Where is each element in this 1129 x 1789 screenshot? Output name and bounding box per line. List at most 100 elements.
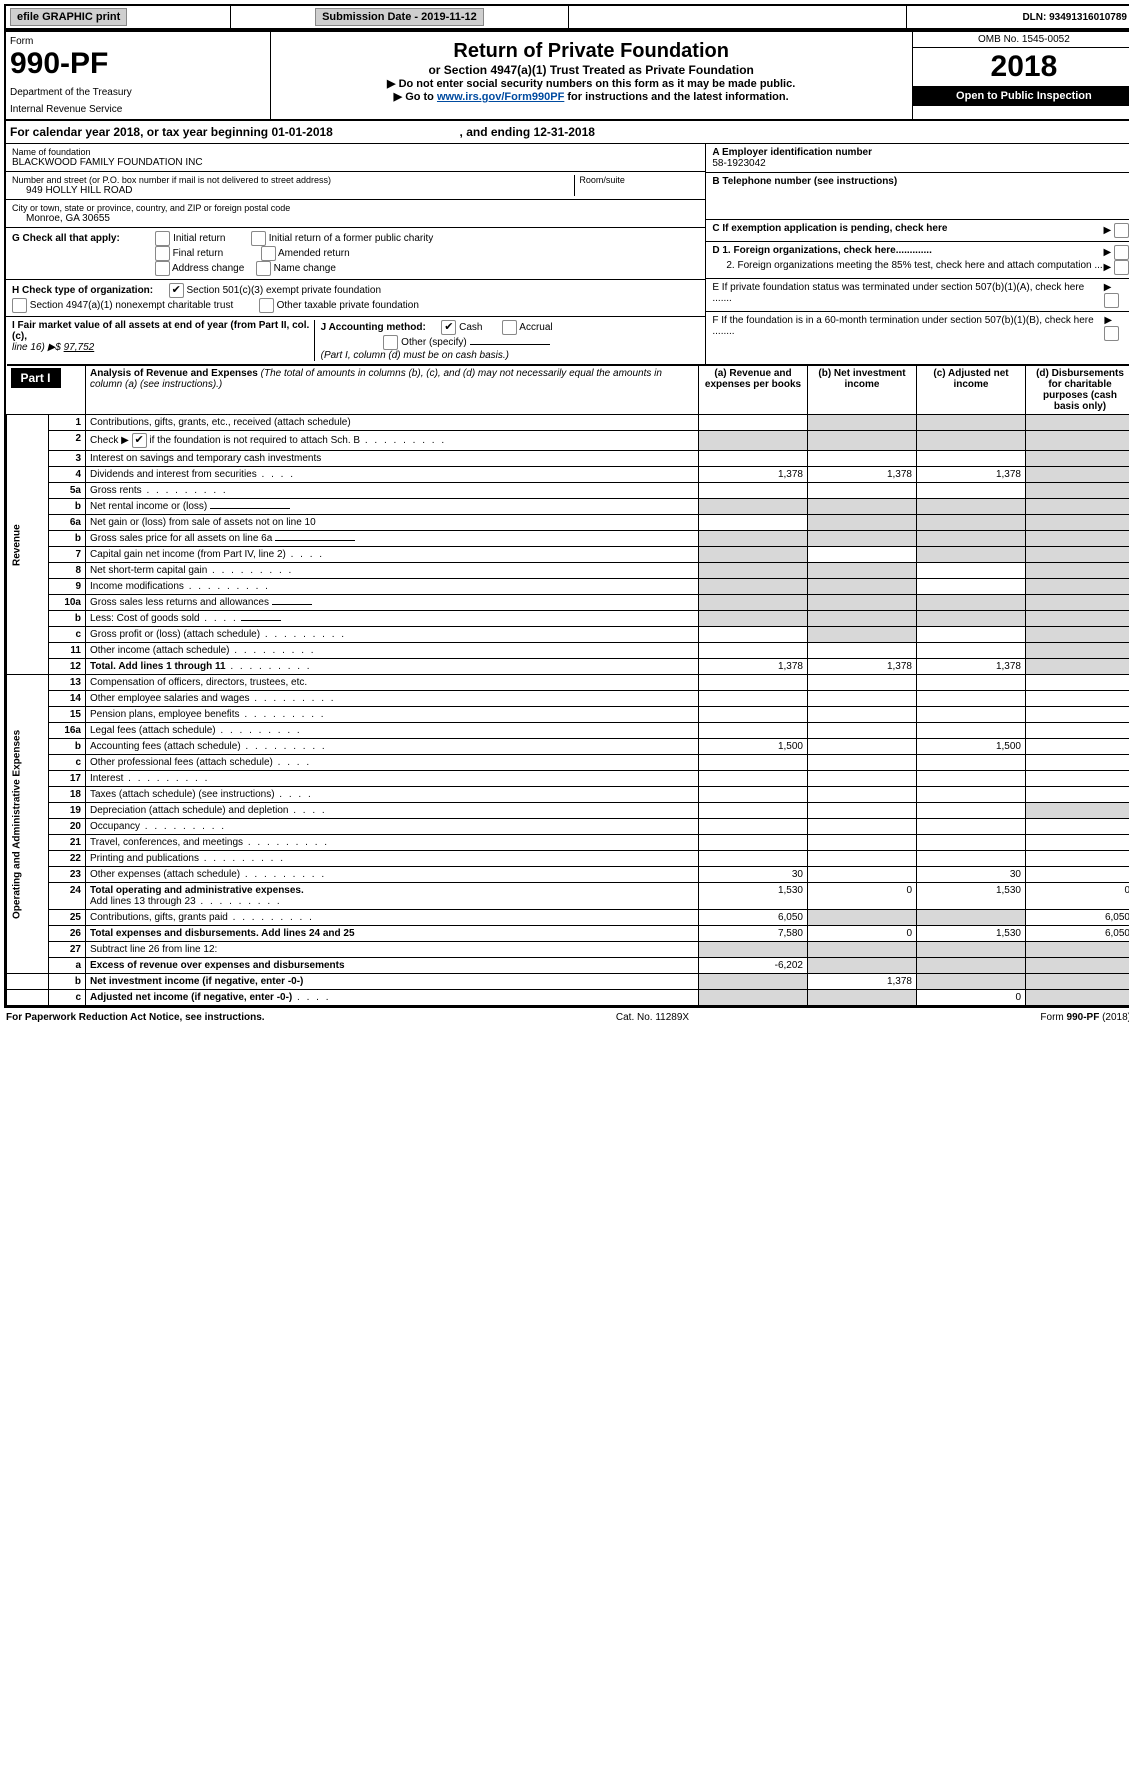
r2-desc: Check ▶ bbox=[90, 435, 129, 446]
cb-cash[interactable] bbox=[441, 320, 456, 335]
tel-label: B Telephone number (see instructions) bbox=[712, 176, 897, 187]
r25-num: 25 bbox=[49, 910, 86, 926]
g5: Address change bbox=[172, 263, 244, 274]
d1-label: D 1. Foreign organizations, check here..… bbox=[712, 245, 932, 256]
r6a-num: 6a bbox=[49, 515, 86, 531]
g6: Name change bbox=[274, 263, 336, 274]
r10c-num: c bbox=[49, 627, 86, 643]
cb-address-change[interactable] bbox=[155, 261, 170, 276]
cb-no-schb[interactable] bbox=[132, 433, 147, 448]
r21-num: 21 bbox=[49, 835, 86, 851]
cb-other-taxable[interactable] bbox=[259, 298, 274, 313]
footer-mid: Cat. No. 11289X bbox=[616, 1012, 689, 1023]
cb-4947[interactable] bbox=[12, 298, 27, 313]
g3: Final return bbox=[173, 248, 224, 259]
cb-initial-former[interactable] bbox=[251, 231, 266, 246]
r19-desc: Depreciation (attach schedule) and deple… bbox=[90, 805, 288, 816]
g4: Amended return bbox=[278, 248, 350, 259]
r18-num: 18 bbox=[49, 787, 86, 803]
expenses-side-label: Operating and Administrative Expenses bbox=[7, 675, 49, 974]
cb-accrual[interactable] bbox=[502, 320, 517, 335]
cal-end: 12-31-2018 bbox=[534, 125, 595, 139]
form-number: 990-PF bbox=[10, 47, 266, 81]
part-i-table: Part I Analysis of Revenue and Expenses … bbox=[6, 364, 1129, 1006]
r16b-c: 1,500 bbox=[917, 739, 1026, 755]
cb-exemption-pending[interactable] bbox=[1114, 223, 1129, 238]
footer-right: Form 990-PF (2018) bbox=[1040, 1012, 1129, 1023]
r22-desc: Printing and publications bbox=[90, 853, 199, 864]
r16b-desc: Accounting fees (attach schedule) bbox=[90, 741, 241, 752]
cb-terminated[interactable] bbox=[1104, 293, 1119, 308]
cb-501c3[interactable] bbox=[169, 283, 184, 298]
r24-num: 24 bbox=[49, 883, 86, 910]
r6b-num: b bbox=[49, 531, 86, 547]
h2: Section 4947(a)(1) nonexempt charitable … bbox=[30, 300, 233, 311]
cb-other-method[interactable] bbox=[383, 335, 398, 350]
e-label: E If private foundation status was termi… bbox=[712, 282, 1103, 304]
r18-desc: Taxes (attach schedule) (see instruction… bbox=[90, 789, 275, 800]
addr-label: Number and street (or P.O. box number if… bbox=[12, 175, 574, 185]
r6b-desc: Gross sales price for all assets on line… bbox=[90, 533, 272, 544]
name-label: Name of foundation bbox=[12, 147, 699, 157]
dept-2: Internal Revenue Service bbox=[10, 104, 266, 115]
r16a-desc: Legal fees (attach schedule) bbox=[90, 725, 216, 736]
r21-desc: Travel, conferences, and meetings bbox=[90, 837, 243, 848]
r17-desc: Interest bbox=[90, 773, 123, 784]
h1: Section 501(c)(3) exempt private foundat… bbox=[186, 285, 381, 296]
r26-d: 6,050 bbox=[1026, 926, 1129, 942]
j-cash: Cash bbox=[459, 322, 482, 333]
cb-60month[interactable] bbox=[1104, 326, 1119, 341]
cb-foreign-org[interactable] bbox=[1114, 245, 1129, 260]
city-state-zip: Monroe, GA 30655 bbox=[12, 213, 699, 224]
r20-desc: Occupancy bbox=[90, 821, 140, 832]
irs-link[interactable]: www.irs.gov/Form990PF bbox=[437, 91, 564, 103]
i-value: 97,752 bbox=[64, 342, 95, 353]
cb-name-change[interactable] bbox=[256, 261, 271, 276]
dln-label: DLN: bbox=[1022, 12, 1046, 23]
r12-a: 1,378 bbox=[699, 659, 808, 675]
ein-label: A Employer identification number bbox=[712, 147, 872, 158]
r13-num: 13 bbox=[49, 675, 86, 691]
g1: Initial return bbox=[173, 233, 225, 244]
r4-desc: Dividends and interest from securities bbox=[90, 469, 257, 480]
cb-final-return[interactable] bbox=[155, 246, 170, 261]
page-footer: For Paperwork Reduction Act Notice, see … bbox=[4, 1008, 1129, 1027]
form-header: Form 990-PF Department of the Treasury I… bbox=[6, 32, 1129, 121]
r2-desc2: if the foundation is not required to att… bbox=[149, 435, 360, 446]
identification-section: Name of foundation BLACKWOOD FAMILY FOUN… bbox=[6, 144, 1129, 364]
revenue-side-label: Revenue bbox=[7, 415, 49, 675]
part-i-badge: Part I bbox=[11, 368, 61, 388]
foundation-name: BLACKWOOD FAMILY FOUNDATION INC bbox=[12, 157, 699, 168]
cb-amended[interactable] bbox=[261, 246, 276, 261]
r4-a: 1,378 bbox=[699, 467, 808, 483]
r12-desc: Total. Add lines 1 through 11 bbox=[90, 661, 226, 672]
r24-b: 0 bbox=[808, 883, 917, 910]
r26-a: 7,580 bbox=[699, 926, 808, 942]
r10c-desc: Gross profit or (loss) (attach schedule) bbox=[90, 629, 260, 640]
r8-desc: Net short-term capital gain bbox=[90, 565, 207, 576]
r3-num: 3 bbox=[49, 451, 86, 467]
r27a-a: -6,202 bbox=[699, 958, 808, 974]
cb-85pct[interactable] bbox=[1114, 260, 1129, 275]
col-d-hdr: (d) Disbursements for charitable purpose… bbox=[1026, 365, 1129, 415]
r25-a: 6,050 bbox=[699, 910, 808, 926]
r1-desc: Contributions, gifts, grants, etc., rece… bbox=[86, 415, 699, 431]
c-label: C If exemption application is pending, c… bbox=[712, 223, 947, 234]
r27b-num: b bbox=[49, 974, 86, 990]
cb-initial-return[interactable] bbox=[155, 231, 170, 246]
open-public: Open to Public Inspection bbox=[913, 86, 1129, 106]
efile-button[interactable]: efile GRAPHIC print bbox=[10, 8, 127, 26]
r4-c: 1,378 bbox=[917, 467, 1026, 483]
instr-1: ▶ Do not enter social security numbers o… bbox=[275, 77, 908, 90]
part-i-title: Analysis of Revenue and Expenses bbox=[90, 368, 258, 379]
r10b-num: b bbox=[49, 611, 86, 627]
j-accrual: Accrual bbox=[519, 322, 552, 333]
r5a-num: 5a bbox=[49, 483, 86, 499]
r9-desc: Income modifications bbox=[90, 581, 184, 592]
r13-desc: Compensation of officers, directors, tru… bbox=[86, 675, 699, 691]
r12-num: 12 bbox=[49, 659, 86, 675]
r26-num: 26 bbox=[49, 926, 86, 942]
r27-num: 27 bbox=[49, 942, 86, 958]
instr-2b: for instructions and the latest informat… bbox=[567, 91, 788, 103]
top-bar: efile GRAPHIC print Submission Date - 20… bbox=[4, 4, 1129, 30]
